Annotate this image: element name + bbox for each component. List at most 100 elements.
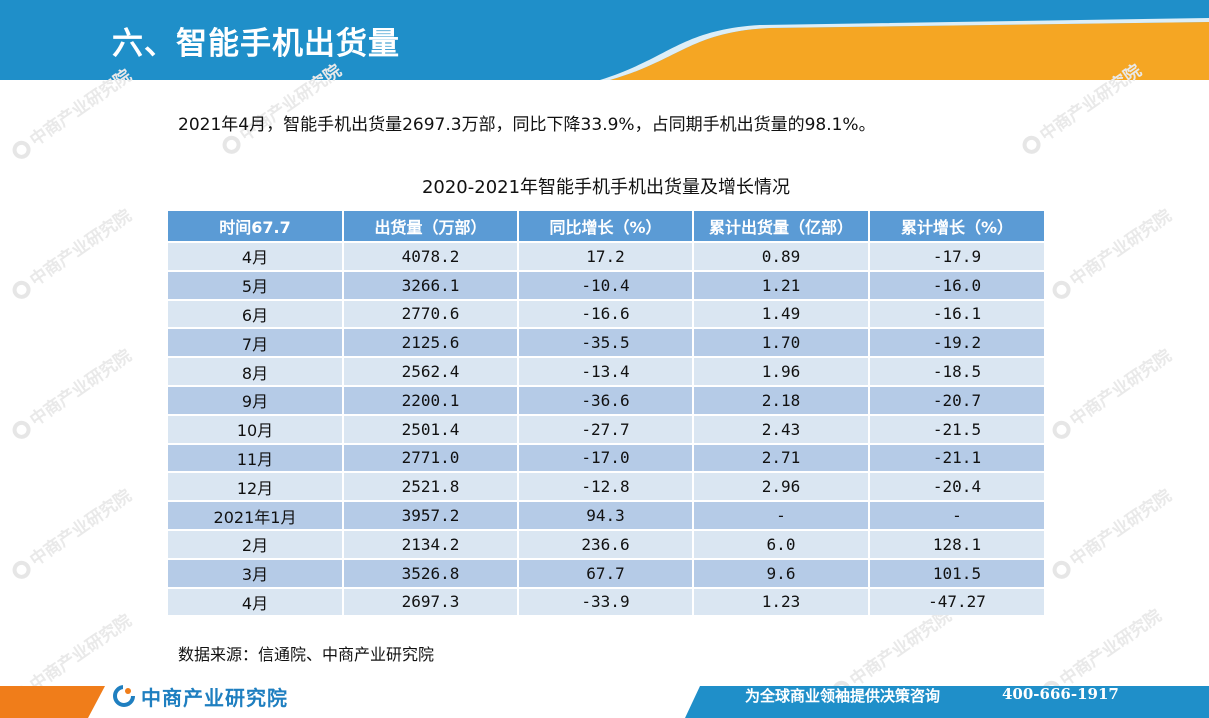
watermark: 中商产业研究院 (1046, 342, 1175, 443)
watermark-logo-icon (1049, 417, 1075, 443)
cell-yoy-growth: -33.9 (518, 586, 694, 616)
cell-time: 2021年1月 (168, 500, 344, 530)
watermark-logo-icon (1019, 132, 1045, 158)
cell-time: 2月 (168, 528, 344, 559)
watermark-logo-icon (219, 132, 245, 158)
cell-shipments: 2521.8 (343, 471, 519, 502)
cell-time: 12月 (168, 471, 344, 502)
cell-shipments: 3266.1 (343, 269, 519, 300)
cell-cumulative-shipments: 1.96 (693, 356, 870, 386)
cell-cumulative-shipments: 9.6 (693, 557, 870, 588)
table-row: 4月 4078.2 17.2 0.89 -17.9 (168, 241, 1046, 271)
cell-shipments: 3526.8 (343, 557, 519, 588)
cell-shipments: 2697.3 (343, 586, 519, 616)
cell-cumulative-growth: - (869, 500, 1046, 530)
cell-time: 4月 (168, 586, 344, 616)
table-row: 12月 2521.8 -12.8 2.96 -20.4 (168, 471, 1046, 502)
watermark: 中商产业研究院 (1046, 482, 1175, 583)
cell-yoy-growth: 94.3 (518, 500, 694, 530)
table-row: 2021年1月 3957.2 94.3- - (168, 500, 1046, 530)
cell-yoy-growth: -16.6 (518, 298, 694, 329)
watermark-logo-icon (1049, 277, 1075, 303)
cell-time: 8月 (168, 356, 344, 386)
cell-cumulative-growth: -16.0 (869, 269, 1046, 300)
footer-logo-text: 中商产业研究院 (141, 685, 288, 710)
watermark: 中商产业研究院 (1046, 202, 1175, 303)
cell-cumulative-shipments: 2.96 (693, 471, 870, 502)
watermark: 中商产业研究院 (6, 482, 135, 583)
shipment-table: 时间67.7 出货量（万部） 同比增长（%） 累计出货量（亿部） 累计增长（%）… (168, 211, 1046, 616)
table-header: 时间67.7 出货量（万部） 同比增长（%） 累计出货量（亿部） 累计增长（%） (168, 211, 1046, 242)
cell-cumulative-shipments: 2.43 (693, 413, 870, 444)
table-row: 8月 2562.4 -13.4 1.96 -18.5 (168, 356, 1046, 386)
cell-cumulative-shipments: 2.18 (693, 384, 870, 415)
cell-cumulative-shipments: 6.0 (693, 528, 870, 559)
cell-cumulative-shipments: 1.23 (693, 586, 870, 616)
page-title: 六、智能手机出货量 (112, 26, 400, 62)
cell-yoy-growth: 17.2 (518, 241, 694, 271)
footer-decoration (0, 686, 1209, 718)
footer-phone: 400-666-1917 (1002, 685, 1119, 703)
cell-shipments: 2501.4 (343, 413, 519, 444)
watermark: 中商产业研究院 (6, 202, 135, 303)
cell-cumulative-shipments: - (693, 500, 870, 530)
cell-cumulative-shipments: 1.49 (693, 298, 870, 329)
footer-slogan: 为全球商业领袖提供决策咨询 (745, 687, 941, 705)
cell-time: 4月 (168, 241, 344, 271)
table-header-row: 时间67.7 出货量（万部） 同比增长（%） 累计出货量（亿部） 累计增长（%） (168, 211, 1046, 242)
cell-cumulative-growth: 101.5 (869, 557, 1046, 588)
footer-logo: 中商产业研究院 (113, 684, 288, 710)
cell-time: 7月 (168, 327, 344, 358)
footer-bar (0, 683, 1209, 718)
table-row: 11月 2771.0 -17.0 2.71 -21.1 (168, 442, 1046, 473)
company-logo-icon (113, 685, 135, 707)
column-header-yoy-growth: 同比增长（%） (518, 211, 694, 242)
cell-yoy-growth: -10.4 (518, 269, 694, 300)
table-row: 5月 3266.1 -10.4 1.21 -16.0 (168, 269, 1046, 300)
cell-time: 3月 (168, 557, 344, 588)
cell-yoy-growth: -35.5 (518, 327, 694, 358)
cell-yoy-growth: -27.7 (518, 413, 694, 444)
column-header-time: 时间67.7 (168, 211, 344, 242)
cell-cumulative-growth: -19.2 (869, 327, 1046, 358)
cell-shipments: 2562.4 (343, 356, 519, 386)
table-row: 2月 2134.2 236.6 6.0 128.1 (168, 528, 1046, 559)
cell-yoy-growth: -12.8 (518, 471, 694, 502)
cell-cumulative-growth: -20.4 (869, 471, 1046, 502)
cell-cumulative-shipments: 1.70 (693, 327, 870, 358)
watermark-logo-icon (9, 557, 35, 583)
table-body: 4月 4078.2 17.2 0.89 -17.9 5月 3266.1 -10.4 1.21 -1… (168, 241, 1046, 616)
cell-yoy-growth: 67.7 (518, 557, 694, 588)
data-source-note: 数据来源：信通院、中商产业研究院 (178, 645, 435, 664)
table-title: 2020-2021年智能手机手机出货量及增长情况 (421, 177, 791, 198)
cell-shipments: 2771.0 (343, 442, 519, 473)
cell-shipments: 2134.2 (343, 528, 519, 559)
table-row: 7月 2125.6 -35.5 1.70 -19.2 (168, 327, 1046, 358)
cell-shipments: 2125.6 (343, 327, 519, 358)
column-header-cumulative-growth: 累计增长（%） (869, 211, 1046, 242)
cell-time: 10月 (168, 413, 344, 444)
table-row: 4月 2697.3 -33.9 1.23 -47.27 (168, 586, 1046, 616)
table-row: 3月 3526.8 67.7 9.6 101.5 (168, 557, 1046, 588)
watermark-logo-icon (9, 137, 35, 163)
cell-yoy-growth: -17.0 (518, 442, 694, 473)
cell-cumulative-growth: -47.27 (869, 586, 1046, 616)
column-header-shipments: 出货量（万部） (343, 211, 519, 242)
table-row: 9月 2200.1 -36.6 2.18 -20.7 (168, 384, 1046, 415)
cell-time: 11月 (168, 442, 344, 473)
watermark-logo-icon (9, 417, 35, 443)
table-row: 10月 2501.4 -27.7 2.43 -21.5 (168, 413, 1046, 444)
cell-cumulative-shipments: 2.71 (693, 442, 870, 473)
cell-time: 6月 (168, 298, 344, 329)
watermark-logo-icon (9, 277, 35, 303)
cell-cumulative-growth: -20.7 (869, 384, 1046, 415)
cell-cumulative-shipments: 0.89 (693, 241, 870, 271)
cell-shipments: 2200.1 (343, 384, 519, 415)
column-header-cumulative-shipments: 累计出货量（亿部） (693, 211, 870, 242)
cell-cumulative-growth: -21.5 (869, 413, 1046, 444)
cell-time: 9月 (168, 384, 344, 415)
header-banner: 六、智能手机出货量 (0, 0, 1209, 80)
cell-shipments: 4078.2 (343, 241, 519, 271)
cell-cumulative-growth: -18.5 (869, 356, 1046, 386)
cell-cumulative-growth: 128.1 (869, 528, 1046, 559)
